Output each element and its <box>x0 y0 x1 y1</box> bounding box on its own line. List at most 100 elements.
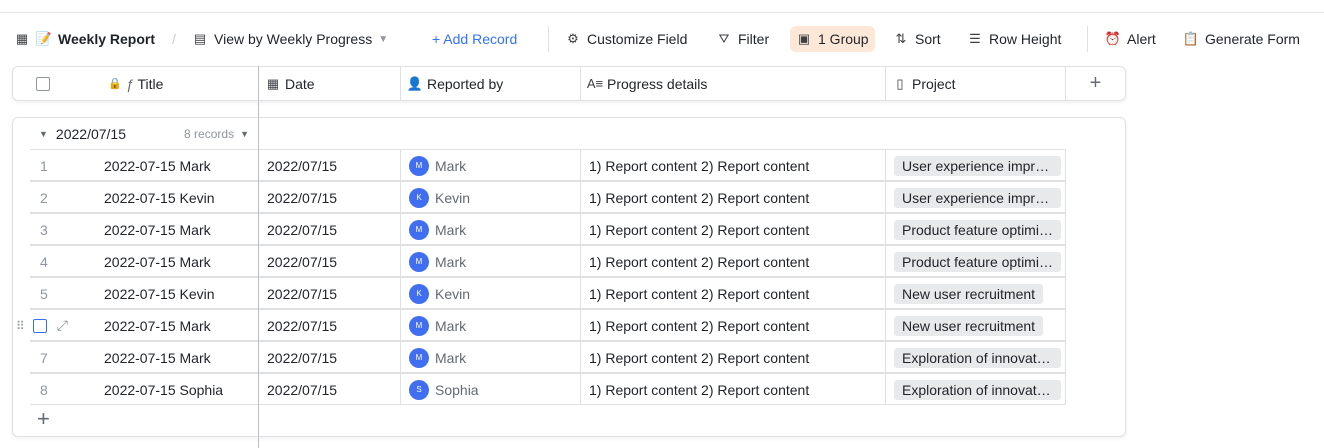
link-field-icon: ▯ <box>896 75 904 91</box>
date-cell[interactable]: 2022/07/15 <box>259 246 401 277</box>
breadcrumb-slash: / <box>172 31 176 47</box>
reported-by-cell[interactable]: M Mark <box>401 342 581 373</box>
group-header[interactable]: ▼ 2022/07/15 8 records ▼ <box>39 125 249 142</box>
table-row[interactable]: ⠿ ⤢ 2022-07-15 Mark 2022/07/15 M Mark 1) Re… <box>16 309 1066 341</box>
top-divider <box>0 12 1324 13</box>
project-cell[interactable]: User experience improvement <box>886 182 1066 213</box>
progress-details-cell[interactable]: 1) Report content 2) Report content <box>581 150 886 181</box>
reported-by-cell[interactable]: M Mark <box>401 150 581 181</box>
reported-by-cell[interactable]: S Sophia <box>401 374 581 405</box>
avatar: M <box>409 251 429 272</box>
title-cell[interactable]: 2022-07-15 Mark <box>104 317 211 334</box>
title-cell[interactable]: 2022-07-15 Mark <box>104 349 211 366</box>
toolbar: ▦ 📝 Weekly Report / ▤ View by Weekly Progre… <box>0 26 1324 52</box>
grid-view-icon: ▤ <box>193 31 207 46</box>
project-cell[interactable]: Exploration of innovation <box>886 374 1066 405</box>
row-number: 1 <box>40 157 48 174</box>
generate-form-button[interactable]: 📋 Generate Form <box>1182 31 1300 47</box>
avatar: K <box>409 283 429 304</box>
table-row[interactable]: 1 2022-07-15 Mark 2022/07/15 M Mark 1) Rep… <box>30 149 1066 181</box>
gear-icon: ⚙ <box>567 31 579 46</box>
clipboard-icon: 📋 <box>1182 31 1200 46</box>
date-cell[interactable]: 2022/07/15 <box>259 374 401 405</box>
progress-details-cell[interactable]: 1) Report content 2) Report content <box>581 182 886 213</box>
project-tag: Exploration of innovation <box>894 379 1061 400</box>
table-row[interactable]: 8 2022-07-15 Sophia 2022/07/15 S Sophia 1)… <box>30 373 1066 405</box>
row-height-icon: ☰ <box>969 31 981 46</box>
group-button[interactable]: ▣ 1 Group <box>790 26 875 52</box>
avatar: M <box>409 315 429 336</box>
alarm-clock-icon: ⏰ <box>1104 31 1122 46</box>
column-header-title[interactable]: 🔒 ƒ Title <box>13 67 259 100</box>
group-icon: ▣ <box>797 31 811 46</box>
row-checkbox[interactable] <box>32 318 47 333</box>
reported-by-cell[interactable]: K Kevin <box>401 278 581 309</box>
project-cell[interactable]: New user recruitment <box>886 278 1066 309</box>
reported-by-cell[interactable]: M Mark <box>401 310 581 341</box>
doc-title[interactable]: ▦ 📝 Weekly Report <box>15 31 155 47</box>
row-number: 4 <box>40 253 48 270</box>
column-header-date[interactable]: ▦ Date <box>259 67 401 100</box>
progress-details-cell[interactable]: 1) Report content 2) Report content <box>581 374 886 405</box>
row-number: 2 <box>40 189 48 206</box>
project-cell[interactable]: Product feature optimization <box>886 214 1066 245</box>
table-row[interactable]: 7 2022-07-15 Mark 2022/07/15 M Mark 1) Rep… <box>30 341 1066 373</box>
row-controls: ⠿ ⤢ <box>16 310 80 341</box>
reported-by-cell[interactable]: K Kevin <box>401 182 581 213</box>
project-cell[interactable]: User experience improvement <box>886 150 1066 181</box>
filter-button[interactable]: ⛛ Filter <box>716 26 770 52</box>
alert-button[interactable]: ⏰ Alert <box>1104 31 1156 47</box>
progress-details-cell[interactable]: 1) Report content 2) Report content <box>581 278 886 309</box>
date-cell[interactable]: 2022/07/15 <box>259 182 401 213</box>
project-cell[interactable]: New user recruitment <box>886 310 1066 341</box>
date-cell[interactable]: 2022/07/15 <box>259 342 401 373</box>
table-row[interactable]: 5 2022-07-15 Kevin 2022/07/15 K Kevin 1) R… <box>30 277 1066 309</box>
table-row[interactable]: 4 2022-07-15 Mark 2022/07/15 M Mark 1) Rep… <box>30 245 1066 277</box>
expand-icon[interactable]: ⤢ <box>56 317 68 333</box>
add-column-button[interactable]: + <box>1089 72 1102 94</box>
project-cell[interactable]: Product feature optimization <box>886 246 1066 277</box>
progress-details-cell[interactable]: 1) Report content 2) Report content <box>581 310 886 341</box>
title-cell[interactable]: 2022-07-15 Mark <box>104 221 211 238</box>
date-cell[interactable]: 2022/07/15 <box>259 310 401 341</box>
add-record-button[interactable]: + Add Record <box>432 31 518 47</box>
reported-by-cell[interactable]: M Mark <box>401 246 581 277</box>
table-row[interactable]: 3 2022-07-15 Mark 2022/07/15 M Mark 1) Rep… <box>30 213 1066 245</box>
title-cell[interactable]: 2022-07-15 Kevin <box>104 285 215 302</box>
formula-icon: ƒ <box>125 75 134 92</box>
date-cell[interactable]: 2022/07/15 <box>259 214 401 245</box>
progress-details-cell[interactable]: 1) Report content 2) Report content <box>581 214 886 245</box>
title-cell[interactable]: 2022-07-15 Sophia <box>104 381 224 398</box>
filter-icon: ⛛ <box>718 31 730 46</box>
date-cell[interactable]: 2022/07/15 <box>259 278 401 309</box>
title-cell[interactable]: 2022-07-15 Mark <box>104 253 211 270</box>
row-height-button[interactable]: ☰ Row Height <box>967 26 1061 52</box>
column-header-project[interactable]: ▯ Project <box>886 67 1066 100</box>
group-menu-chevron-icon[interactable]: ▼ <box>240 128 249 139</box>
row-number: 8 <box>40 381 48 398</box>
title-cell[interactable]: 2022-07-15 Mark <box>104 157 211 174</box>
customize-field-button[interactable]: ⚙ Customize Field <box>565 26 687 52</box>
drag-handle-icon[interactable]: ⠿ <box>16 318 25 333</box>
memo-emoji-icon: 📝 <box>35 31 53 46</box>
sort-button[interactable]: ⇅ Sort <box>893 26 941 52</box>
person-icon: 👤 <box>406 75 424 91</box>
chevron-down-icon: ▼ <box>378 33 389 45</box>
table-row[interactable]: 2 2022-07-15 Kevin 2022/07/15 K Kevin 1) R… <box>30 181 1066 213</box>
date-cell[interactable]: 2022/07/15 <box>259 150 401 181</box>
progress-details-cell[interactable]: 1) Report content 2) Report content <box>581 342 886 373</box>
project-cell[interactable]: Exploration of innovation <box>886 342 1066 373</box>
title-cell[interactable]: 2022-07-15 Kevin <box>104 189 215 206</box>
column-header-reported-by[interactable]: 👤 Reported by <box>401 67 581 100</box>
reported-by-cell[interactable]: M Mark <box>401 214 581 245</box>
select-all-checkbox[interactable] <box>36 76 50 91</box>
add-row-button[interactable]: + <box>37 406 50 431</box>
collapse-triangle-icon[interactable]: ▼ <box>39 128 48 139</box>
column-header-progress-details[interactable]: A≡ Progress details <box>581 67 886 100</box>
view-selector[interactable]: ▤ View by Weekly Progress ▼ <box>193 31 389 47</box>
project-tag: New user recruitment <box>894 315 1044 336</box>
project-tag: Exploration of innovation <box>894 347 1061 368</box>
project-tag: User experience improvement <box>894 155 1061 176</box>
table-header: 🔒 ƒ Title ▦ Date 👤 Reported by A≡ Progress … <box>12 66 1126 101</box>
progress-details-cell[interactable]: 1) Report content 2) Report content <box>581 246 886 277</box>
